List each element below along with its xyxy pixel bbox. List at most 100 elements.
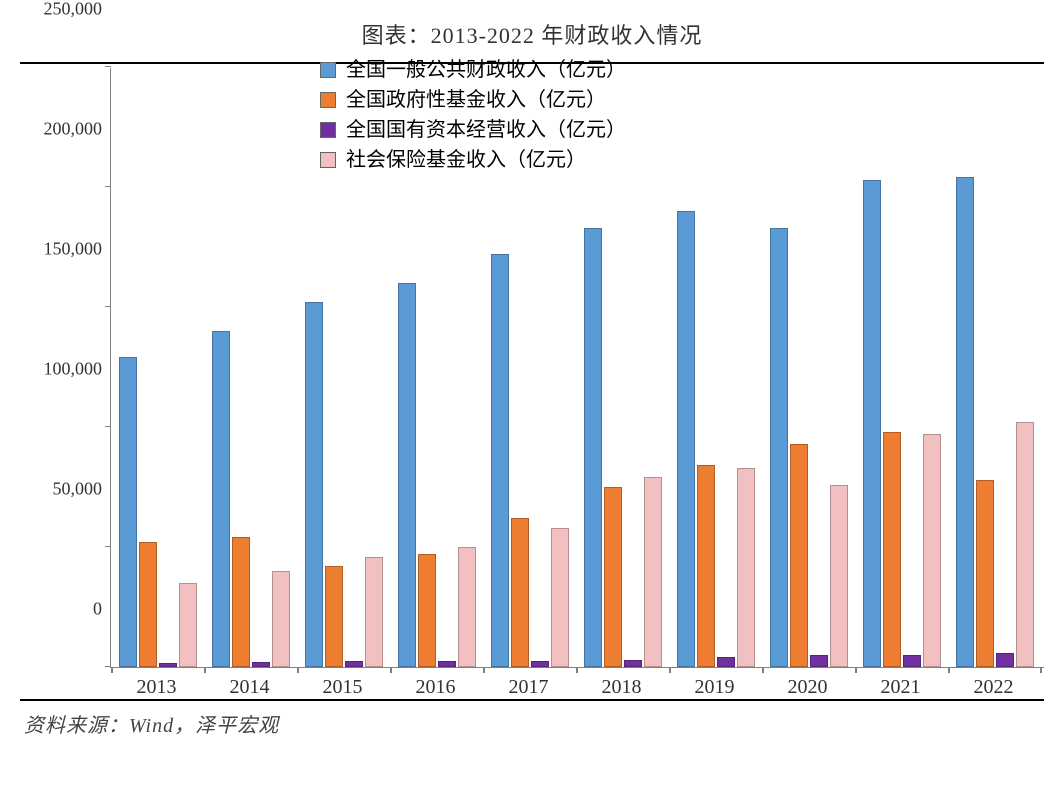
y-tick-label: 50,000 <box>53 479 103 500</box>
bar-group <box>212 331 290 667</box>
bar <box>737 468 755 667</box>
bar <box>159 663 177 667</box>
bar <box>418 554 436 667</box>
bar <box>810 655 828 667</box>
x-tick-mark <box>297 667 299 673</box>
x-tick-mark <box>669 667 671 673</box>
x-tick-mark <box>204 667 206 673</box>
bar <box>551 528 569 667</box>
bar <box>717 657 735 667</box>
legend-swatch <box>320 122 336 138</box>
bar-group <box>119 357 197 667</box>
x-tick-mark <box>390 667 392 673</box>
bar <box>903 655 921 667</box>
legend-swatch <box>320 92 336 108</box>
x-tick-label: 2013 <box>110 676 203 699</box>
bar <box>996 653 1014 667</box>
bar <box>119 357 137 667</box>
bar <box>644 477 662 667</box>
bar <box>677 211 695 667</box>
legend-swatch <box>320 152 336 168</box>
x-tick-mark <box>111 667 113 673</box>
bar-group <box>398 283 476 667</box>
y-tick-label: 100,000 <box>44 359 103 380</box>
y-tick-label: 0 <box>93 599 102 620</box>
bar <box>212 331 230 667</box>
bar <box>272 571 290 667</box>
bar-group <box>770 228 848 667</box>
x-tick-mark <box>576 667 578 673</box>
legend-swatch <box>320 62 336 78</box>
y-tick-label: 200,000 <box>44 119 103 140</box>
bar <box>923 434 941 667</box>
y-tick-mark <box>105 66 111 68</box>
bar <box>511 518 529 667</box>
x-tick-label: 2015 <box>296 676 389 699</box>
y-tick-mark <box>105 306 111 308</box>
bar <box>830 485 848 667</box>
bar <box>365 557 383 667</box>
source-note: 资料来源：Wind，泽平宏观 <box>20 701 1044 738</box>
legend-item: 全国国有资本经营收入（亿元） <box>320 116 626 144</box>
bar-group <box>305 302 383 667</box>
x-tick-label: 2014 <box>203 676 296 699</box>
legend: 全国一般公共财政收入（亿元）全国政府性基金收入（亿元）全国国有资本经营收入（亿元… <box>320 56 626 176</box>
bar <box>325 566 343 667</box>
x-tick-label: 2022 <box>947 676 1040 699</box>
bar <box>1016 422 1034 667</box>
bar <box>883 432 901 667</box>
bar <box>139 542 157 667</box>
x-tick-label: 2021 <box>854 676 947 699</box>
bar <box>863 180 881 667</box>
chart-container: 图表：2013-2022 年财政收入情况 全国一般公共财政收入（亿元）全国政府性… <box>0 0 1064 797</box>
y-tick-mark <box>105 546 111 548</box>
legend-label: 全国一般公共财政收入（亿元） <box>346 56 626 84</box>
x-tick-label: 2019 <box>668 676 761 699</box>
x-axis-labels: 2013201420152016201720182019202020212022 <box>110 676 1044 699</box>
bar <box>458 547 476 667</box>
legend-item: 全国一般公共财政收入（亿元） <box>320 56 626 84</box>
bar <box>624 660 642 667</box>
bar <box>252 662 270 667</box>
bar <box>584 228 602 667</box>
x-tick-mark <box>948 667 950 673</box>
x-tick-mark <box>1040 667 1042 673</box>
y-axis: 050,000100,000150,000200,000250,000 <box>20 68 110 670</box>
legend-item: 社会保险基金收入（亿元） <box>320 146 626 174</box>
x-tick-mark <box>855 667 857 673</box>
bar <box>604 487 622 667</box>
bar <box>398 283 416 667</box>
x-tick-label: 2017 <box>482 676 575 699</box>
bar <box>956 177 974 667</box>
x-tick-label: 2016 <box>389 676 482 699</box>
bar <box>531 661 549 667</box>
bar-group <box>584 228 662 667</box>
x-tick-label: 2020 <box>761 676 854 699</box>
legend-label: 全国国有资本经营收入（亿元） <box>346 116 626 144</box>
legend-label: 社会保险基金收入（亿元） <box>346 146 586 174</box>
y-tick-mark <box>105 426 111 428</box>
bar <box>305 302 323 667</box>
bar <box>790 444 808 667</box>
bar <box>697 465 715 667</box>
bar <box>179 583 197 667</box>
bar-group <box>491 254 569 667</box>
x-tick-mark <box>762 667 764 673</box>
bar <box>770 228 788 667</box>
bar-group <box>677 211 755 667</box>
bar-group <box>956 177 1034 667</box>
bar <box>976 480 994 667</box>
bar <box>438 661 456 667</box>
x-tick-label: 2018 <box>575 676 668 699</box>
bar <box>345 661 363 667</box>
x-tick-mark <box>483 667 485 673</box>
bar-group <box>863 180 941 667</box>
bar <box>232 537 250 667</box>
legend-label: 全国政府性基金收入（亿元） <box>346 86 606 114</box>
legend-item: 全国政府性基金收入（亿元） <box>320 86 626 114</box>
y-tick-label: 250,000 <box>44 0 103 20</box>
y-tick-label: 150,000 <box>44 239 103 260</box>
y-tick-mark <box>105 186 111 188</box>
chart-title: 图表：2013-2022 年财政收入情况 <box>20 10 1044 58</box>
bar <box>491 254 509 667</box>
